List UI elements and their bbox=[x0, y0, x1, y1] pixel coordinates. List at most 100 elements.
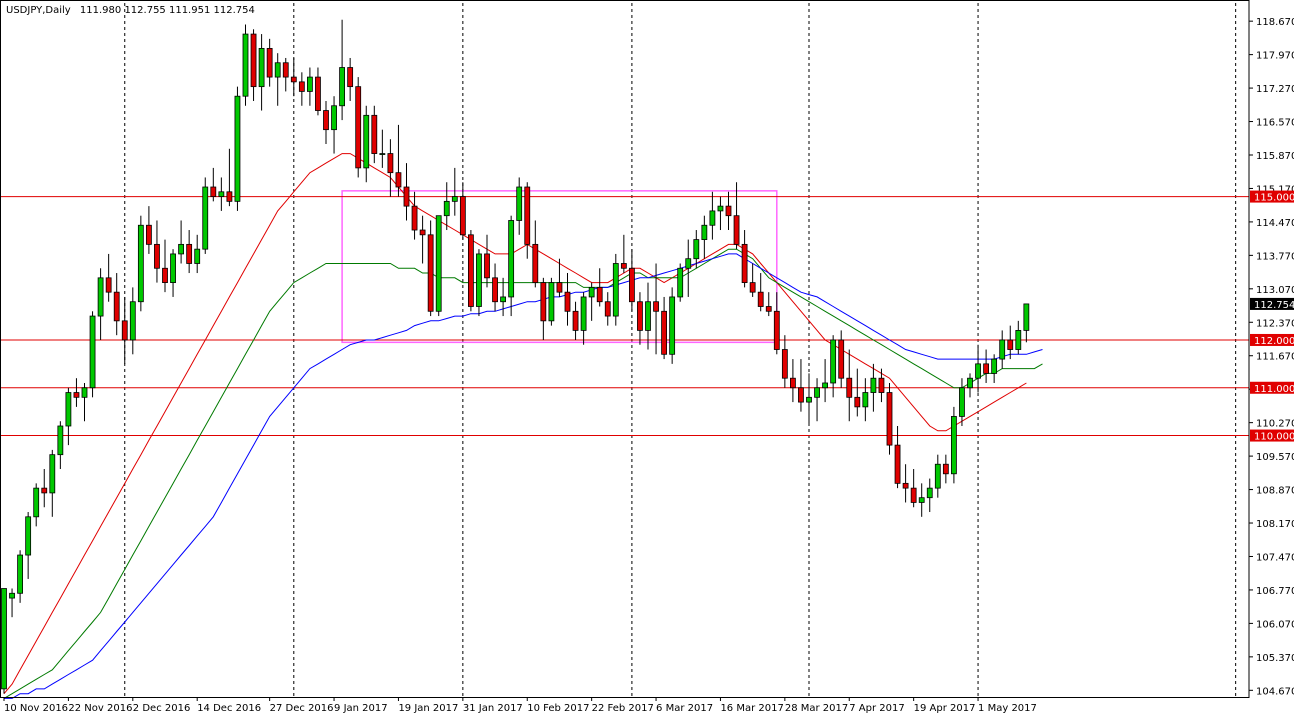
candle bbox=[387, 139, 394, 197]
price-tick-label: 108.170 bbox=[1256, 519, 1294, 530]
candle-body bbox=[484, 253, 490, 279]
candle bbox=[484, 234, 490, 288]
candle-body bbox=[741, 243, 748, 284]
candle-body bbox=[363, 114, 370, 169]
candle-body bbox=[162, 267, 168, 284]
candle-body bbox=[49, 454, 56, 494]
candle bbox=[693, 230, 700, 269]
candle-body bbox=[999, 339, 1006, 360]
candle bbox=[121, 296, 128, 364]
candle-body bbox=[218, 191, 225, 197]
candle bbox=[129, 287, 136, 355]
candle-body bbox=[540, 282, 547, 322]
time-tick-label: 10 Feb 2017 bbox=[527, 703, 589, 714]
candle bbox=[878, 368, 885, 403]
level-label: 112.000 bbox=[1250, 333, 1294, 347]
price-tick-label: 106.770 bbox=[1256, 586, 1294, 597]
candle bbox=[508, 215, 515, 317]
candle-body bbox=[822, 382, 828, 389]
time-tick-label: 22 Nov 2016 bbox=[68, 703, 132, 714]
level-label-bg bbox=[1250, 333, 1294, 346]
price-tick-label: 109.570 bbox=[1256, 452, 1294, 463]
candle bbox=[250, 29, 257, 101]
candle-body bbox=[274, 62, 281, 78]
price-tick-label: 112.370 bbox=[1256, 318, 1294, 329]
candle bbox=[451, 167, 458, 216]
candle bbox=[97, 268, 104, 340]
time-tick-label: 6 Mar 2017 bbox=[656, 703, 713, 714]
candle bbox=[902, 464, 909, 503]
candle bbox=[49, 449, 56, 517]
candle-body bbox=[910, 487, 917, 503]
ohlc-readout: 111.980 112.755 111.951 112.754 bbox=[80, 5, 255, 16]
candle bbox=[492, 263, 498, 312]
candle bbox=[194, 234, 201, 274]
candle-body bbox=[878, 377, 885, 393]
candle bbox=[290, 57, 297, 97]
candle bbox=[886, 382, 893, 455]
candle-body bbox=[814, 387, 820, 398]
candle-body bbox=[121, 320, 128, 341]
symbol-timeframe: USDJPY,Daily bbox=[6, 5, 71, 16]
candle bbox=[588, 282, 595, 321]
moving-average-line bbox=[4, 253, 1043, 699]
time-tick-label: 14 Dec 2016 bbox=[197, 703, 261, 714]
time-tick-label: 27 Dec 2016 bbox=[270, 703, 334, 714]
level-label: 115.000 bbox=[1250, 190, 1294, 204]
candle bbox=[629, 249, 635, 312]
candle-body bbox=[242, 33, 249, 97]
price-axis: 118.670 117.970 117.270 116.570 115.870 115.1… bbox=[1249, 17, 1294, 697]
candle bbox=[757, 273, 764, 312]
candle-body bbox=[798, 387, 804, 403]
candle bbox=[467, 230, 474, 312]
candle bbox=[33, 483, 40, 527]
candle bbox=[967, 373, 973, 398]
candle-body bbox=[234, 95, 241, 202]
candle bbox=[612, 253, 619, 326]
candle-body bbox=[65, 392, 72, 427]
candle bbox=[516, 177, 523, 235]
moving-average-line bbox=[3, 153, 1027, 695]
candle-body bbox=[17, 554, 24, 594]
candle-body bbox=[210, 186, 217, 197]
candle-body bbox=[612, 263, 619, 317]
candle-body bbox=[588, 286, 595, 298]
time-tick-label: 7 Apr 2017 bbox=[849, 703, 904, 714]
time-tick-label: 28 Mar 2017 bbox=[785, 703, 848, 714]
candle bbox=[540, 277, 547, 340]
candle-body bbox=[637, 301, 643, 331]
price-tick-label: 111.670 bbox=[1256, 352, 1294, 363]
candle-body bbox=[661, 310, 667, 355]
candle bbox=[910, 469, 917, 508]
price-tick-label: 107.470 bbox=[1256, 552, 1294, 563]
candle bbox=[564, 273, 571, 326]
candle bbox=[266, 38, 273, 87]
candle-body bbox=[934, 463, 941, 489]
candle-body bbox=[701, 224, 708, 240]
price-tick-label: 113.070 bbox=[1256, 285, 1294, 296]
candle-body bbox=[596, 286, 603, 303]
candle-body bbox=[733, 215, 740, 245]
candle bbox=[41, 469, 48, 508]
candle-body bbox=[298, 81, 305, 92]
candle-body bbox=[629, 267, 635, 303]
candle-body bbox=[757, 291, 764, 307]
candle bbox=[894, 425, 901, 489]
candle bbox=[959, 378, 965, 426]
candle-body bbox=[645, 301, 651, 331]
level-label: 110.000 bbox=[1250, 429, 1294, 443]
candle bbox=[556, 258, 563, 297]
level-label-bg bbox=[1250, 429, 1294, 442]
price-tick-label: 117.270 bbox=[1256, 84, 1294, 95]
candle bbox=[476, 249, 482, 317]
candle-body bbox=[395, 172, 402, 188]
candle bbox=[806, 373, 812, 426]
candle bbox=[604, 292, 611, 326]
candle-body bbox=[170, 253, 176, 284]
candle-body bbox=[717, 205, 724, 212]
candle bbox=[355, 77, 362, 178]
candle bbox=[822, 359, 828, 403]
candle bbox=[154, 220, 160, 283]
candle-body bbox=[677, 267, 684, 298]
